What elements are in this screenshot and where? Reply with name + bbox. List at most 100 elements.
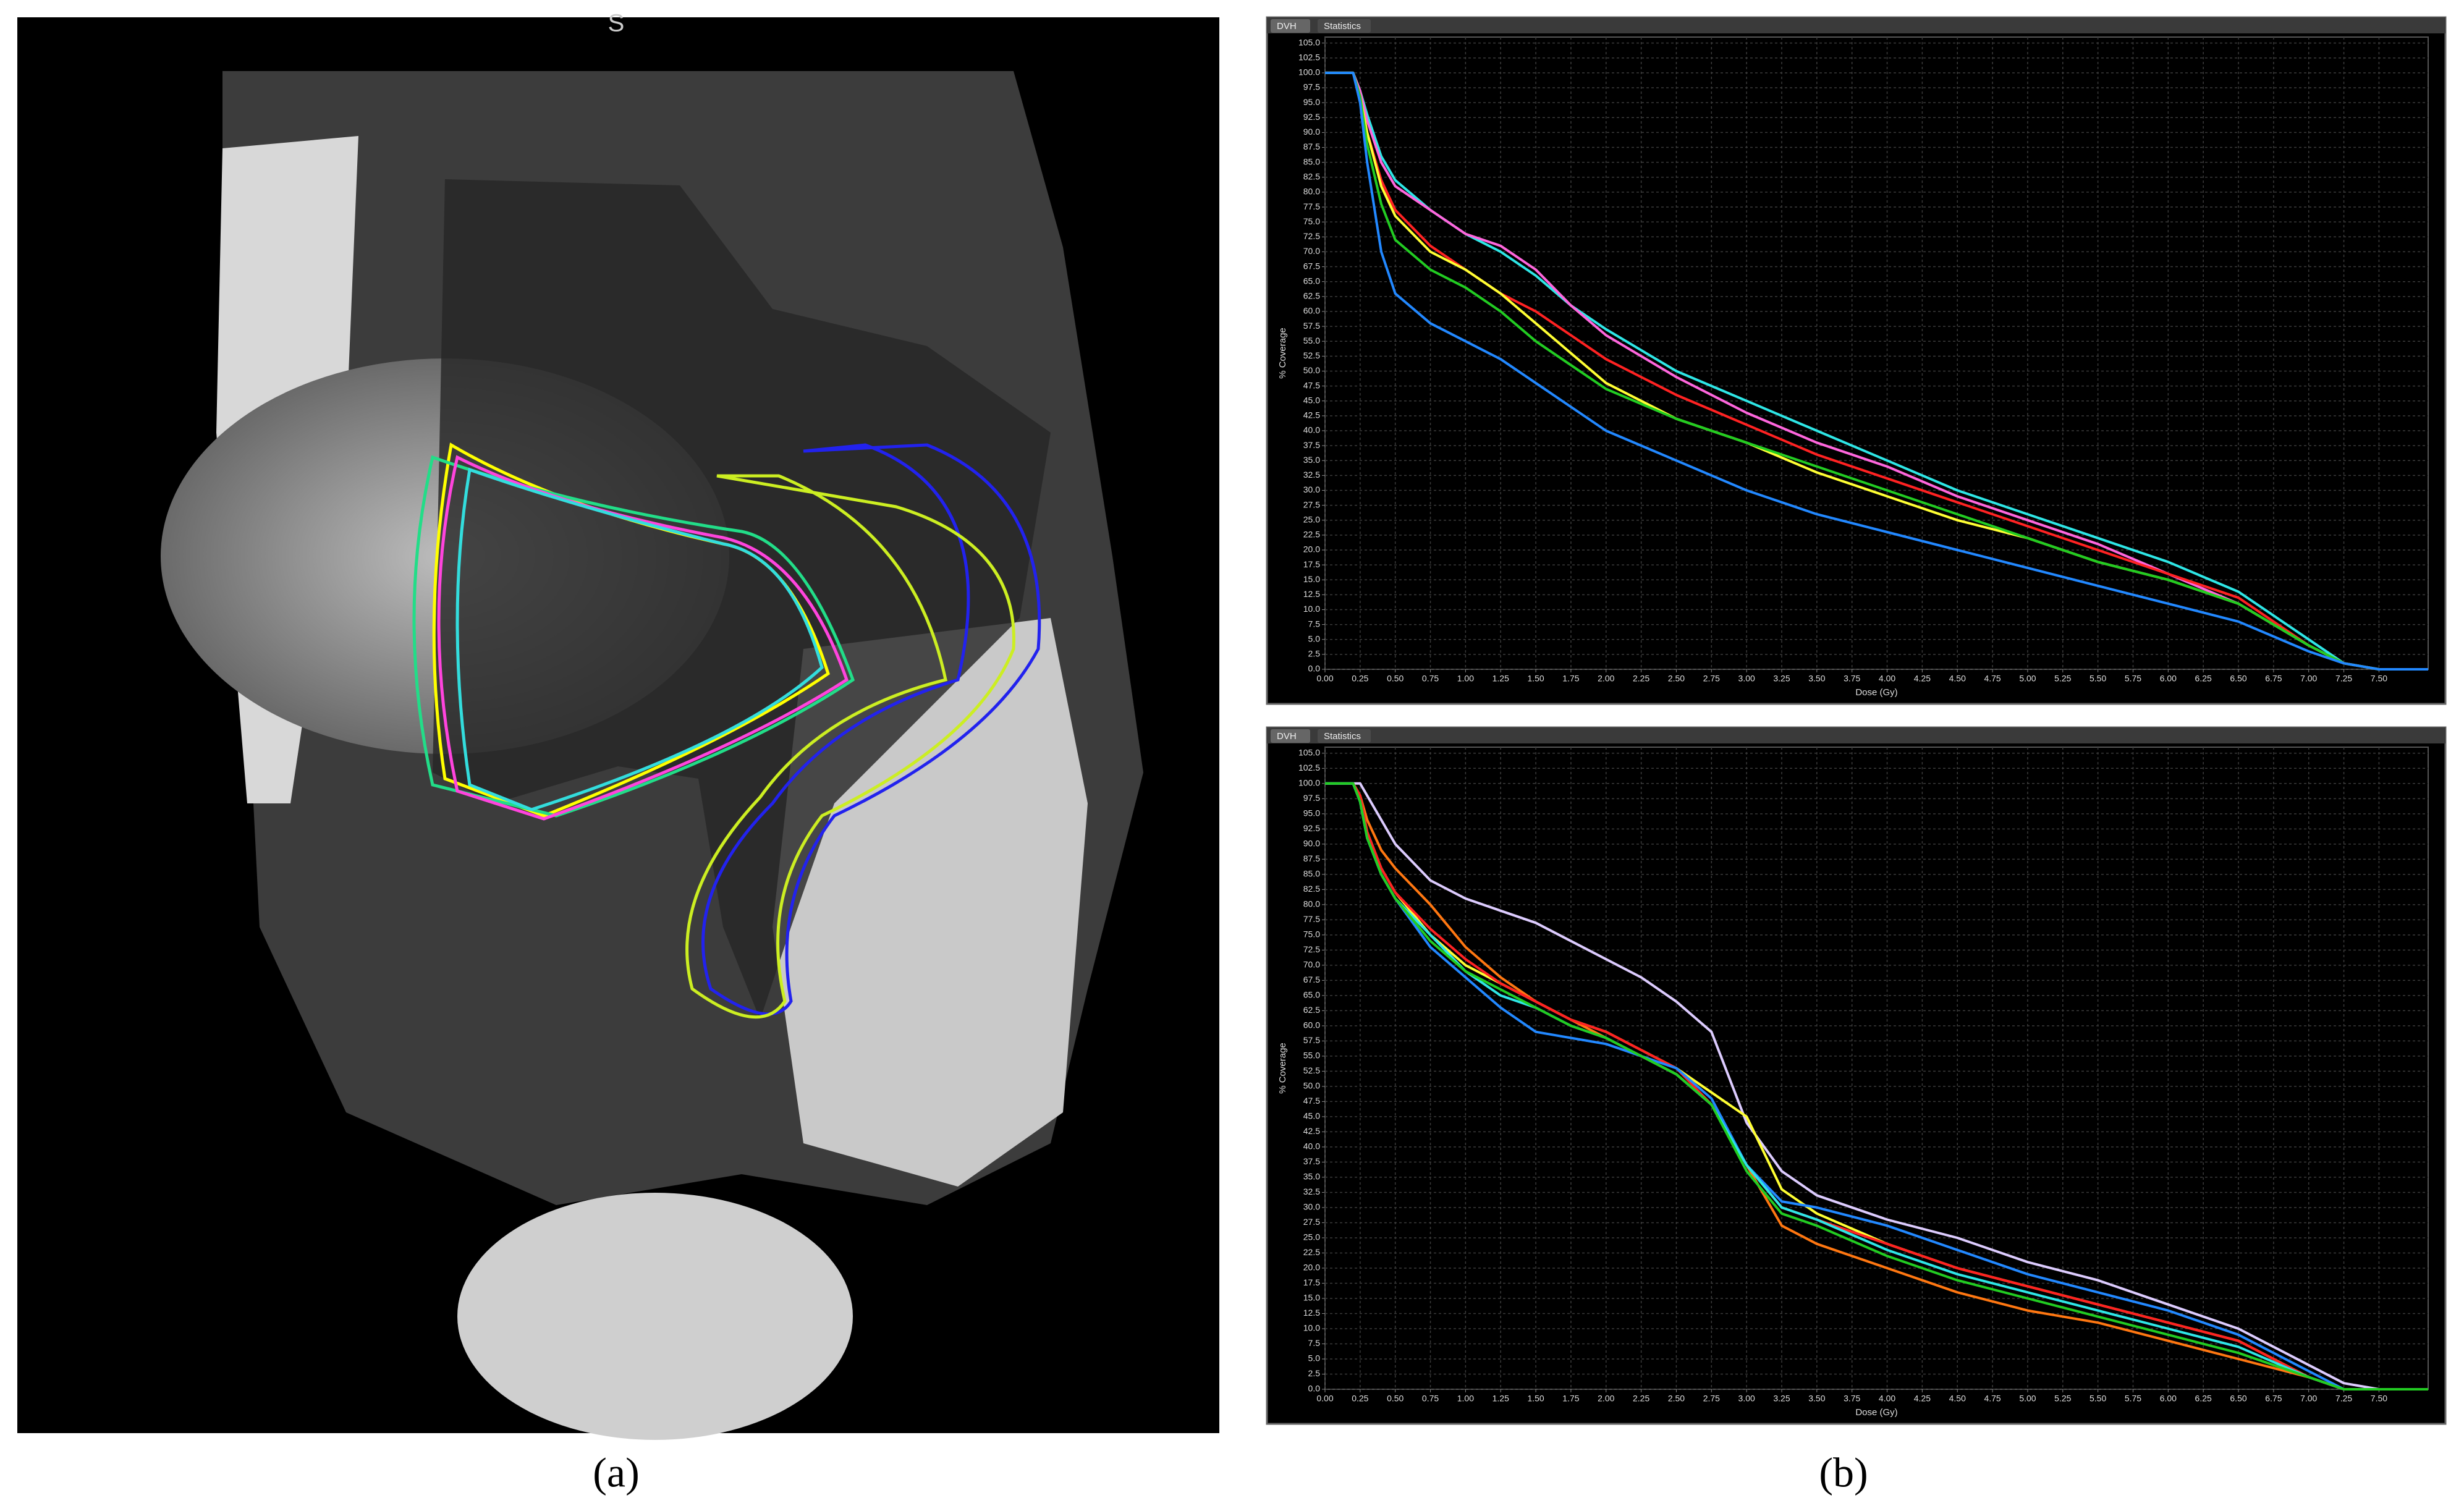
tab-bar [1267, 17, 2445, 33]
y-tick-label: 35.0 [1303, 455, 1320, 465]
y-tick-label: 25.0 [1303, 514, 1320, 524]
tab-bar [1267, 727, 2445, 743]
y-tick-label: 57.5 [1303, 1035, 1320, 1045]
y-tick-label: 102.5 [1298, 763, 1320, 772]
y-tick-label: 70.0 [1303, 960, 1320, 970]
y-axis-title: % Coverage [1277, 328, 1288, 379]
x-tick-label: 4.25 [1914, 674, 1931, 684]
y-tick-label: 90.0 [1303, 127, 1320, 137]
y-tick-label: 0.0 [1308, 664, 1321, 674]
y-tick-label: 80.0 [1303, 187, 1320, 197]
x-tick-label: 1.75 [1562, 1394, 1579, 1403]
x-tick-label: 4.50 [1949, 674, 1966, 684]
y-tick-label: 90.0 [1303, 839, 1320, 849]
x-tick-label: 3.25 [1773, 1394, 1790, 1403]
y-tick-label: 92.5 [1303, 112, 1320, 122]
plot-area [1324, 36, 2429, 670]
y-tick-label: 55.0 [1303, 336, 1320, 345]
y-tick-label: 82.5 [1303, 884, 1320, 894]
x-tick-label: 3.50 [1808, 1394, 1825, 1403]
dvh-panel: DVH Statistics 0.0 2.5 5.0 7.5 10.0 12.5 15.0 17.… [1266, 726, 2447, 1425]
contours [412, 442, 1041, 1019]
y-tick-label: 100.0 [1298, 778, 1320, 788]
y-tick-label: 97.5 [1303, 82, 1320, 92]
y-tick-label: 97.5 [1303, 793, 1320, 803]
x-tick-label: 5.00 [2019, 1394, 2036, 1403]
panel-label: (a) [593, 1449, 639, 1496]
y-tick-label: 52.5 [1303, 350, 1320, 360]
x-tick-label: 3.75 [1844, 674, 1860, 684]
x-tick-label: 7.25 [2335, 1394, 2352, 1403]
dvh-curve [1325, 71, 2428, 671]
x-tick-label: 4.25 [1914, 1394, 1931, 1403]
y-tick-label: 20.0 [1303, 1263, 1320, 1272]
y-tick-label: 2.5 [1308, 649, 1321, 659]
y-tick-label: 7.5 [1308, 1338, 1321, 1348]
y-tick-label: 65.0 [1303, 276, 1320, 286]
x-tick-label: 1.75 [1562, 674, 1579, 684]
y-tick-label: 67.5 [1303, 261, 1320, 271]
y-tick-label: 17.5 [1303, 1277, 1320, 1287]
y-tick-label: 92.5 [1303, 823, 1320, 833]
y-tick-label: 72.5 [1303, 231, 1320, 241]
x-tick-label: 1.50 [1527, 1394, 1544, 1403]
y-tick-label: 42.5 [1303, 410, 1320, 420]
y-tick-label: 75.0 [1303, 216, 1320, 226]
x-tick-label: 6.75 [2265, 674, 2282, 684]
x-tick-label: 6.00 [2160, 674, 2177, 684]
x-tick-label: 4.75 [1984, 1394, 2000, 1403]
y-tick-label: 80.0 [1303, 899, 1320, 909]
x-tick-label: 2.50 [1668, 674, 1685, 684]
dvh-curve [1325, 782, 2428, 1390]
y-tick-label: 77.5 [1303, 914, 1320, 924]
tab-label: Statistics [1324, 731, 1361, 742]
y-tick-label: 5.0 [1308, 1353, 1321, 1363]
x-tick-label: 6.75 [2265, 1394, 2282, 1403]
y-tick-label: 42.5 [1303, 1126, 1320, 1136]
y-tick-label: 95.0 [1303, 808, 1320, 818]
y-tick-label: 67.5 [1303, 975, 1320, 984]
y-tick-label: 40.0 [1303, 1141, 1320, 1151]
x-tick-label: 1.50 [1527, 674, 1544, 684]
x-tick-label: 5.25 [2054, 674, 2071, 684]
y-axis-title: % Coverage [1277, 1043, 1288, 1094]
y-tick-label: 60.0 [1303, 306, 1320, 316]
contour [455, 467, 824, 811]
x-tick-label: 5.75 [2125, 674, 2141, 684]
x-tick-label: 0.25 [1352, 1394, 1368, 1403]
y-tick-label: 65.0 [1303, 990, 1320, 1000]
x-axis-title: Dose (Gy) [1855, 687, 1897, 698]
y-tick-label: 105.0 [1298, 748, 1320, 758]
y-tick-label: 85.0 [1303, 156, 1320, 166]
y-tick-label: 2.5 [1308, 1368, 1321, 1378]
x-tick-label: 3.00 [1738, 1394, 1755, 1403]
x-tick-label: 7.00 [2300, 1394, 2317, 1403]
mri-bowel [433, 179, 1051, 1020]
mri-image: S [17, 10, 1219, 1440]
y-tick-label: 100.0 [1298, 67, 1320, 77]
y-tick-label: 0.0 [1308, 1384, 1321, 1394]
y-tick-label: 25.0 [1303, 1232, 1320, 1242]
y-tick-label: 62.5 [1303, 291, 1320, 301]
y-tick-label: 20.0 [1303, 544, 1320, 554]
y-tick-label: 35.0 [1303, 1172, 1320, 1182]
x-tick-label: 6.25 [2195, 674, 2212, 684]
y-tick-label: 87.5 [1303, 853, 1320, 863]
y-tick-label: 5.0 [1308, 633, 1321, 643]
y-tick-label: 15.0 [1303, 1293, 1320, 1303]
y-tick-label: 57.5 [1303, 321, 1320, 331]
y-tick-label: 82.5 [1303, 172, 1320, 182]
x-tick-label: 5.50 [2089, 1394, 2106, 1403]
x-tick-label: 4.00 [1879, 1394, 1895, 1403]
x-tick-label: 5.75 [2125, 1394, 2141, 1403]
y-tick-label: 27.5 [1303, 499, 1320, 509]
x-tick-label: 4.75 [1984, 674, 2000, 684]
x-tick-label: 2.25 [1633, 674, 1649, 684]
tab [1271, 19, 1310, 33]
dvh-curve [1325, 71, 2428, 671]
x-tick-label: 5.50 [2089, 674, 2106, 684]
y-tick-label: 15.0 [1303, 574, 1320, 584]
contour [701, 443, 1041, 1016]
x-tick-label: 0.75 [1422, 674, 1439, 684]
